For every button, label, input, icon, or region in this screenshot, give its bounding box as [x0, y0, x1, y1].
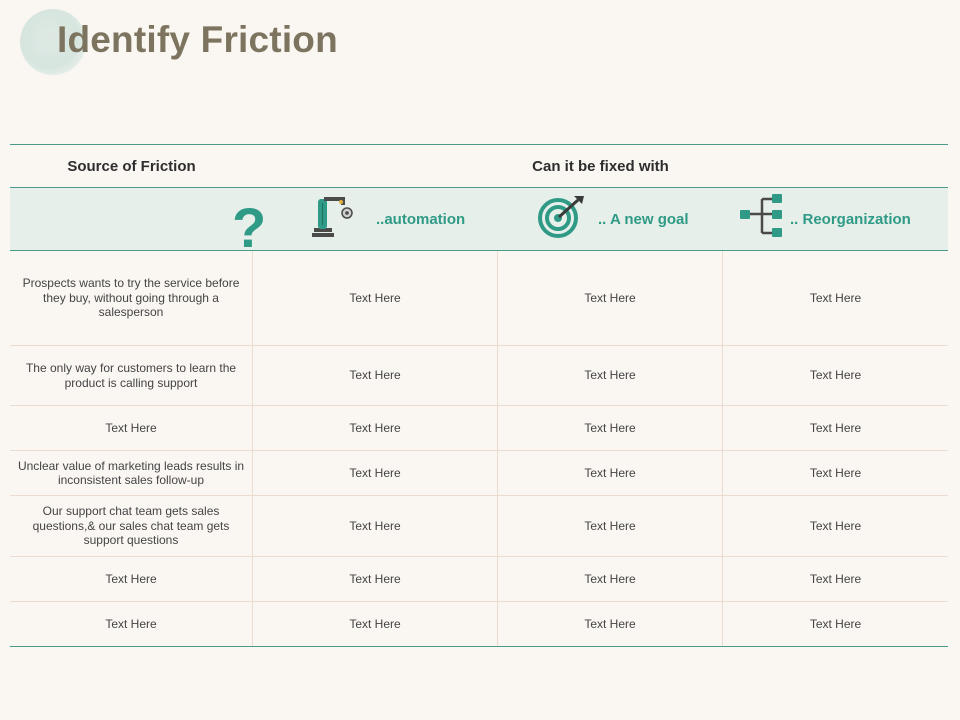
new-goal-cell: Text Here [498, 251, 723, 345]
new-goal-cell: Text Here [498, 557, 723, 601]
robot-arm-icon [310, 193, 356, 246]
solution-new-goal-label: .. A new goal [598, 210, 689, 228]
friction-table: Source of Friction Can it be fixed with … [10, 144, 948, 647]
decorative-blob [20, 9, 86, 75]
solutions-band: ? ..automation [10, 187, 948, 256]
table-row: Unclear value of marketing leads results… [10, 451, 948, 496]
source-cell: Prospects wants to try the service befor… [10, 251, 253, 345]
automation-cell: Text Here [253, 251, 498, 345]
table-row: The only way for customers to learn the … [10, 346, 948, 406]
solution-new-goal: .. A new goal [538, 188, 689, 250]
solution-automation: ..automation [310, 188, 465, 250]
source-cell: Our support chat team gets sales questio… [10, 496, 253, 556]
table-row: Prospects wants to try the service befor… [10, 251, 948, 346]
source-cell: Text Here [10, 406, 253, 450]
new-goal-cell: Text Here [498, 451, 723, 495]
solution-reorganization: .. Reorganization [738, 188, 911, 250]
new-goal-cell: Text Here [498, 496, 723, 556]
table-top-rule [10, 144, 948, 145]
new-goal-cell: Text Here [498, 602, 723, 646]
automation-cell: Text Here [253, 496, 498, 556]
automation-cell: Text Here [253, 451, 498, 495]
source-cell: The only way for customers to learn the … [10, 346, 253, 405]
reorganization-cell: Text Here [809, 290, 862, 305]
automation-cell: Text Here [253, 557, 498, 601]
page-title: Identify Friction [57, 19, 338, 60]
table-body: Prospects wants to try the service befor… [10, 251, 948, 647]
source-cell: Text Here [10, 602, 253, 646]
reorganization-cell: Text Here [809, 571, 862, 586]
automation-cell: Text Here [253, 346, 498, 405]
header-source-of-friction: Source of Friction [67, 157, 196, 175]
reorganization-cell: Text Here [809, 368, 862, 383]
table-row: Text Here Text Here Text Here Text Here [10, 602, 948, 647]
org-chart-icon [738, 193, 786, 246]
header-can-it-be-fixed: Can it be fixed with [532, 157, 669, 175]
table-row: Text Here Text Here Text Here Text Here [10, 557, 948, 602]
reorganization-cell: Text Here [809, 420, 862, 435]
new-goal-cell: Text Here [498, 406, 723, 450]
automation-cell: Text Here [253, 406, 498, 450]
automation-cell: Text Here [253, 602, 498, 646]
table-row: Text Here Text Here Text Here Text Here [10, 406, 948, 451]
source-cell: Text Here [10, 557, 253, 601]
reorganization-cell: Text Here [809, 518, 862, 533]
solution-reorganization-label: .. Reorganization [790, 210, 911, 228]
question-mark-icon: ? [232, 196, 267, 259]
reorganization-cell: Text Here [809, 465, 862, 480]
target-icon [538, 194, 586, 245]
reorganization-cell: Text Here [809, 616, 862, 631]
source-cell: Unclear value of marketing leads results… [10, 451, 253, 495]
solution-automation-label: ..automation [376, 210, 466, 228]
new-goal-cell: Text Here [498, 346, 723, 405]
table-row: Our support chat team gets sales questio… [10, 496, 948, 557]
table-header: Source of Friction Can it be fixed with [10, 145, 948, 187]
